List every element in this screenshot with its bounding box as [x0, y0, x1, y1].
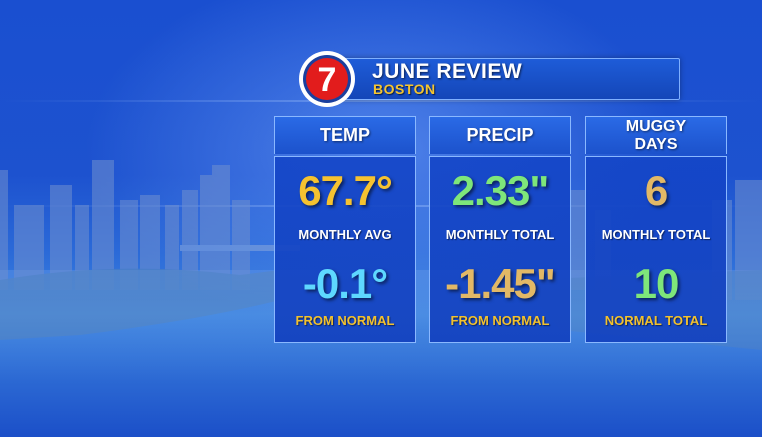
temp-column: TEMP 67.7° MONTHLY AVG -0.1° FROM NORMAL [274, 116, 416, 343]
page-title: JUNE REVIEW [372, 60, 523, 83]
column-body: 67.7° MONTHLY AVG -0.1° FROM NORMAL [274, 156, 416, 343]
channel-7-logo-icon: 7 [299, 51, 355, 107]
column-body: 2.33" MONTHLY TOTAL -1.45" FROM NORMAL [429, 156, 571, 343]
monthly-avg-temp-value: 67.7° [298, 167, 393, 214]
monthly-avg-label: MONTHLY AVG [298, 227, 392, 242]
normal-muggy-days-value: 10 [633, 260, 680, 307]
location-subtitle: BOSTON [373, 81, 436, 97]
column-body: 6 MONTHLY TOTAL 10 NORMAL TOTAL [585, 156, 727, 343]
muggy-days-column: MUGGY DAYS 6 MONTHLY TOTAL 10 NORMAL TOT… [585, 116, 727, 343]
heading-line-1: MUGGY [625, 117, 687, 135]
column-heading: PRECIP [429, 116, 571, 154]
temp-departure-value: -0.1° [302, 260, 388, 307]
precip-column: PRECIP 2.33" MONTHLY TOTAL -1.45" FROM N… [429, 116, 571, 343]
monthly-total-label: MONTHLY TOTAL [601, 227, 711, 242]
column-heading-label: PRECIP [466, 125, 534, 145]
light-streak [0, 100, 762, 102]
heading-line-2: DAYS [634, 135, 678, 153]
normal-total-label: NORMAL TOTAL [604, 313, 708, 328]
logo-number: 7 [318, 61, 337, 99]
monthly-total-label: MONTHLY TOTAL [445, 227, 555, 242]
column-heading-label: MUGGY DAYS [626, 118, 686, 154]
muggy-days-value: 6 [644, 167, 668, 214]
column-heading: TEMP [274, 116, 416, 154]
from-normal-label: FROM NORMAL [295, 313, 395, 328]
column-heading: MUGGY DAYS [585, 116, 727, 154]
from-normal-label: FROM NORMAL [450, 313, 550, 328]
header-banner [330, 58, 680, 100]
precip-departure-value: -1.45" [445, 260, 556, 307]
column-heading-label: TEMP [319, 125, 370, 145]
monthly-precip-value: 2.33" [451, 167, 550, 214]
